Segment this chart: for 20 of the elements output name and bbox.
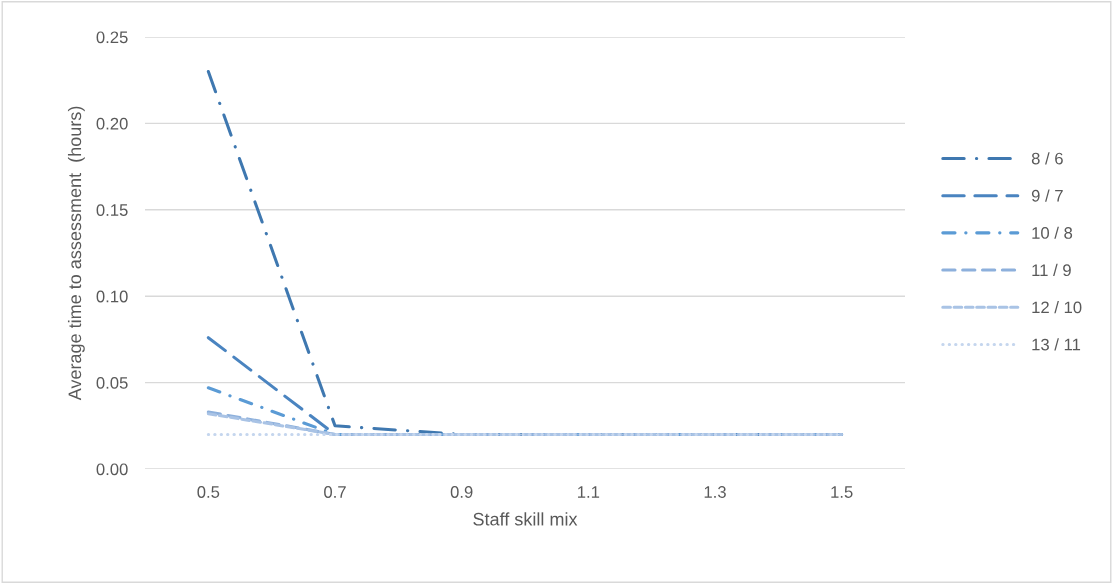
y-tick-label: 0.00: [96, 463, 128, 476]
legend-label: 10 / 8: [1032, 226, 1073, 239]
x-tick-label: 0.7: [324, 486, 346, 498]
y-axis-title: Average time to assessment (hours): [67, 106, 85, 401]
legend-label: 11 / 9: [1032, 263, 1071, 277]
x-tick-label: 1.5: [831, 486, 853, 498]
legend-label: 13 / 11: [1032, 338, 1081, 351]
y-tick-label: 0.10: [96, 290, 128, 303]
x-tick-label: 0.5: [197, 486, 220, 498]
y-tick-label: 0.05: [96, 377, 128, 389]
y-tick-label: 0.25: [96, 31, 128, 44]
y-tick-label: 0.20: [96, 117, 128, 130]
legend-label: 9 / 7: [1031, 189, 1063, 202]
legend-label: 8 / 6: [1031, 152, 1063, 165]
y-tick-label: 0.15: [96, 204, 128, 216]
x-tick-label: 0.9: [450, 486, 473, 498]
x-tick-label: 1.3: [704, 486, 726, 498]
x-axis-title: Staff skill mix: [473, 512, 578, 526]
x-tick-label: 1.1: [578, 486, 600, 498]
legend-label: 12 / 10: [1032, 301, 1082, 314]
